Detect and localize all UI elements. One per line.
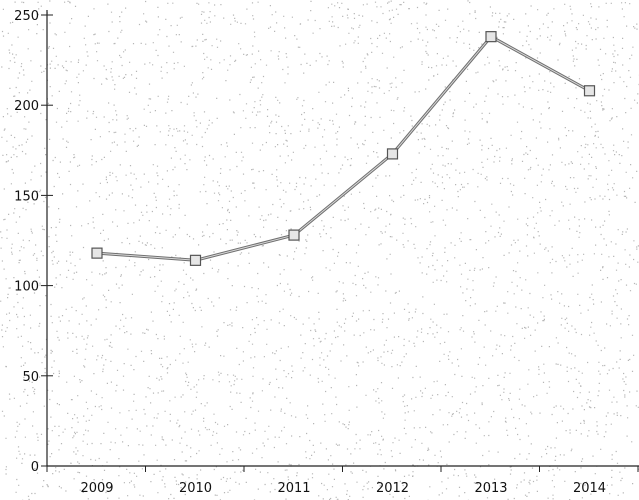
series-layer (91, 31, 596, 266)
data-point-2011 (288, 229, 300, 241)
x-tick-label: 2014 (573, 481, 606, 496)
y-axis: 0 50 100 150 200 250 (14, 9, 53, 475)
y-tick-label: 50 (22, 370, 39, 385)
y-tick-label: 200 (14, 99, 39, 114)
x-tick-label: 2009 (80, 481, 113, 496)
x-axis: 2009 2010 2011 2012 2013 2014 (46, 465, 639, 496)
x-tick-label: 2010 (179, 481, 212, 496)
y-tick-label: 250 (14, 9, 39, 24)
data-point-2010 (189, 254, 202, 266)
data-point-2014 (583, 85, 596, 97)
x-tick-label: 2011 (277, 481, 310, 496)
x-tick-label: 2012 (376, 481, 409, 496)
series-line-highlight (96, 35, 590, 261)
data-point-2013 (485, 31, 497, 43)
data-point-2012 (386, 148, 399, 160)
x-tick-label: 2013 (474, 481, 507, 496)
data-point-2009 (91, 247, 103, 259)
y-tick-label: 0 (31, 460, 39, 475)
y-tick-label: 150 (14, 189, 39, 204)
y-tick-label: 100 (14, 280, 39, 295)
